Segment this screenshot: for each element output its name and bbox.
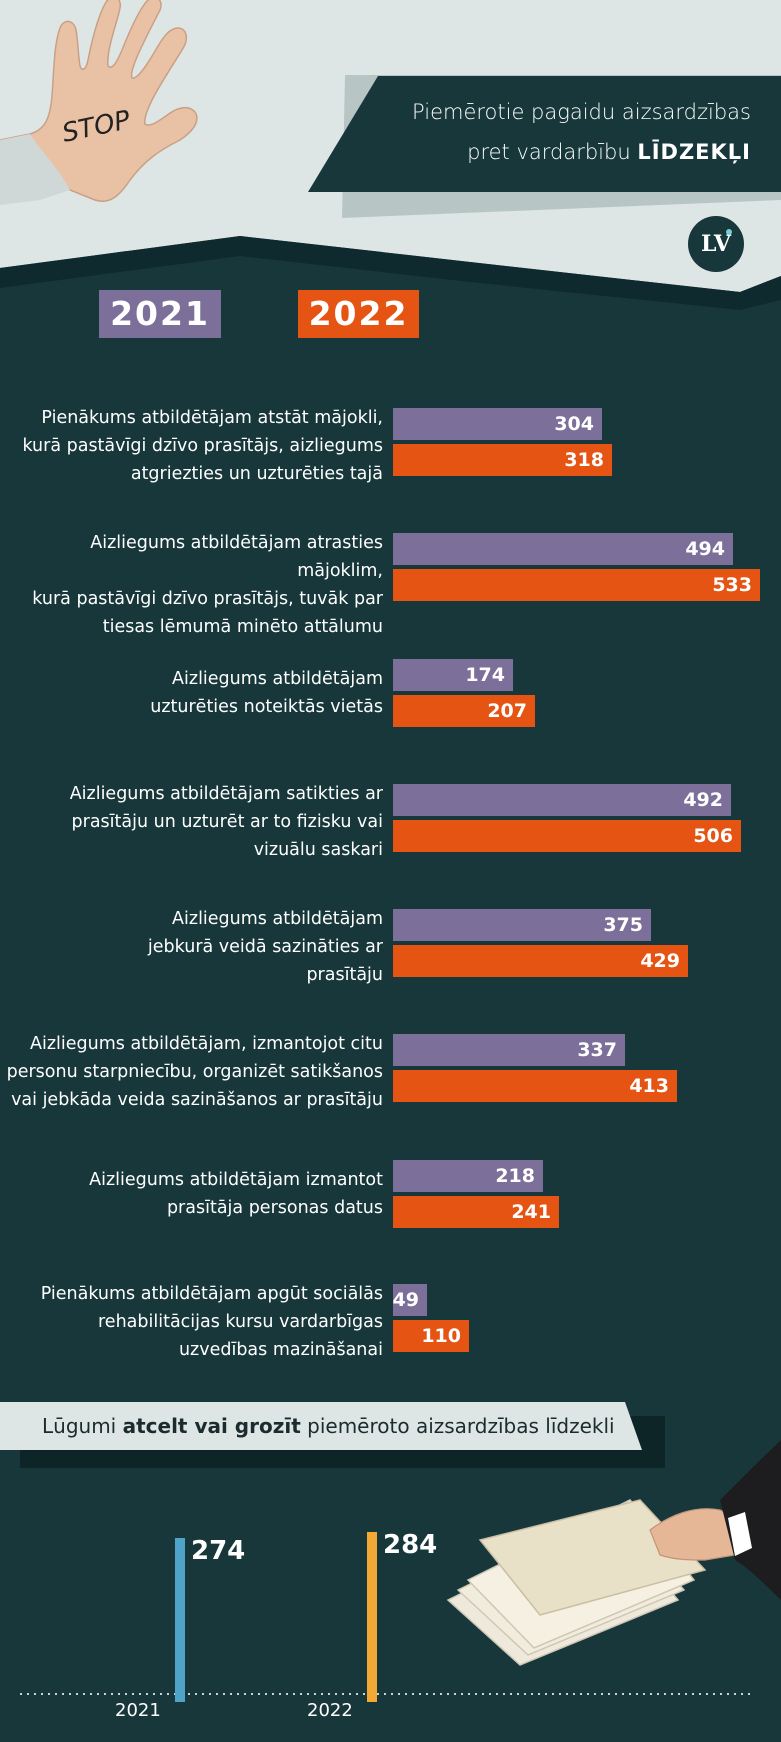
x-tick-label: 2022 bbox=[307, 1700, 353, 1721]
title-line-2-bold: LĪDZEKĻI bbox=[637, 140, 751, 164]
category-label-line: tiesas lēmumā minēto attālumu bbox=[102, 617, 383, 637]
bar-2021: 494 bbox=[393, 533, 733, 565]
category-label: Aizliegums atbildētājam jebkurā veidā saz… bbox=[3, 905, 383, 989]
bar-value-label: 304 bbox=[554, 413, 594, 435]
category-label-line: prasītāju un uzturēt ar to fizisku vai bbox=[71, 812, 383, 832]
category-label: Aizliegums atbildētājam, izmantojot citu… bbox=[3, 1030, 383, 1114]
logo-dot-icon bbox=[726, 229, 732, 235]
bar-value-label: 337 bbox=[577, 1039, 617, 1061]
bar-value-label: 494 bbox=[685, 538, 725, 560]
bar-value-label: 413 bbox=[629, 1075, 669, 1097]
category-label-line: vizuālu saskari bbox=[253, 840, 383, 860]
title-banner bbox=[308, 76, 781, 192]
bar-2021: 49 bbox=[393, 1284, 427, 1316]
category-label-line: Aizliegums atbildētājam atrasties mājokl… bbox=[90, 533, 383, 581]
bar-value-label: 110 bbox=[421, 1325, 461, 1347]
bar-value-label: 506 bbox=[693, 825, 733, 847]
bar-value-label: 241 bbox=[511, 1201, 551, 1223]
category-label: Pienākums atbildētājam atstāt mājokli, ku… bbox=[3, 404, 383, 488]
header-shadow-stripe bbox=[0, 236, 781, 310]
lv-logo: LV bbox=[688, 216, 744, 272]
bar-2021: 174 bbox=[393, 659, 513, 691]
bar-2022: 413 bbox=[393, 1070, 677, 1102]
stop-hand-image bbox=[0, 0, 198, 205]
bar-value-label: 375 bbox=[603, 914, 643, 936]
category-label-line: uzvedības mazināšanai bbox=[178, 1340, 383, 1360]
category-label-line: vai jebkāda veida sazināšanos ar prasītā… bbox=[11, 1090, 383, 1110]
category-label: Aizliegums atbildētājam izmantot prasītāj… bbox=[3, 1166, 383, 1222]
category-label-line: Aizliegums atbildētājam, izmantojot citu bbox=[30, 1034, 383, 1054]
bar-value-label: 218 bbox=[495, 1165, 535, 1187]
bar-value-label: 174 bbox=[465, 664, 505, 686]
lv-logo-text: LV bbox=[701, 231, 731, 257]
bar-2022: 506 bbox=[393, 820, 741, 852]
sec2-banner bbox=[0, 1402, 642, 1450]
category-label-line: kurā pastāvīgi dzīvo prasītājs, aizliegu… bbox=[22, 436, 383, 456]
bar-2021: 337 bbox=[393, 1034, 625, 1066]
bar-2021: 375 bbox=[393, 909, 651, 941]
x-tick-label: 2021 bbox=[115, 1700, 161, 1721]
bar-value-label: 492 bbox=[683, 789, 723, 811]
category-label-line: Pienākums atbildētājam atstāt mājokli, bbox=[41, 408, 383, 428]
bar-2022: 207 bbox=[393, 695, 535, 727]
bar-2021: 218 bbox=[393, 1160, 543, 1192]
category-label-line: uzturēties noteiktās vietās bbox=[150, 697, 383, 717]
legend-2021: 2021 bbox=[99, 290, 221, 338]
bar-2022: 429 bbox=[393, 945, 688, 977]
bar-2022: 533 bbox=[393, 569, 760, 601]
bar-value-label: 207 bbox=[487, 700, 527, 722]
title-line-2-normal: pret vardarbību bbox=[467, 140, 631, 164]
category-label-line: Pienākums atbildētājam apgūt sociālās bbox=[40, 1284, 383, 1304]
sec2-title-part1: Lūgumi bbox=[42, 1414, 123, 1438]
bar-value-label: 533 bbox=[712, 574, 752, 596]
category-label-line: personu starpniecību, organizēt satikšan… bbox=[6, 1062, 383, 1082]
category-label-line: prasītāja personas datus bbox=[166, 1198, 383, 1218]
category-label: Pienākums atbildētājam apgūt sociālās reh… bbox=[3, 1280, 383, 1364]
title-line-1: Piemērotie pagaidu aizsardzības bbox=[412, 100, 751, 124]
category-label: Aizliegums atbildētājam uzturēties noteik… bbox=[3, 665, 383, 721]
category-label-line: Aizliegums atbildētājam izmantot bbox=[89, 1170, 383, 1190]
sec2-title-bold: atcelt vai grozīt bbox=[122, 1414, 301, 1438]
title-line-2: pret vardarbību LĪDZEKĻI bbox=[412, 132, 751, 172]
page-title: Piemērotie pagaidu aizsardzības pret var… bbox=[412, 92, 751, 172]
category-label-line: jebkurā veidā sazināties ar bbox=[147, 937, 383, 957]
category-label-line: kurā pastāvīgi dzīvo prasītājs, tuvāk pa… bbox=[32, 589, 383, 609]
requests-bar-2022 bbox=[367, 1532, 377, 1702]
bar-2022: 110 bbox=[393, 1320, 469, 1352]
category-label-line: Aizliegums atbildētājam satikties ar bbox=[69, 784, 383, 804]
requests-bar-value: 284 bbox=[383, 1530, 438, 1560]
requests-bar-value: 274 bbox=[191, 1536, 246, 1566]
category-label-line: rehabilitācijas kursu vardarbīgas bbox=[98, 1312, 383, 1332]
bar-value-label: 49 bbox=[392, 1289, 419, 1311]
legend-2022: 2022 bbox=[298, 290, 419, 338]
sec2-title: Lūgumi atcelt vai grozīt piemēroto aizsa… bbox=[0, 1402, 640, 1450]
bar-2022: 318 bbox=[393, 444, 612, 476]
category-label: Aizliegums atbildētājam satikties ar pras… bbox=[3, 780, 383, 864]
category-label-line: atgriezties un uzturēties tajā bbox=[130, 464, 383, 484]
bar-2022: 241 bbox=[393, 1196, 559, 1228]
requests-bar-2021 bbox=[175, 1538, 185, 1702]
bar-value-label: 318 bbox=[564, 449, 604, 471]
bar-2021: 492 bbox=[393, 784, 731, 816]
category-label-line: prasītāju bbox=[306, 965, 383, 985]
sec2-title-part2: piemēroto aizsardzības līdzekli bbox=[300, 1414, 615, 1438]
category-label-line: Aizliegums atbildētājam bbox=[172, 909, 383, 929]
category-label-line: Aizliegums atbildētājam bbox=[172, 669, 383, 689]
bar-value-label: 429 bbox=[640, 950, 680, 972]
category-label: Aizliegums atbildētājam atrasties mājokl… bbox=[3, 529, 383, 641]
folders-hand-image bbox=[446, 1440, 781, 1666]
bar-2021: 304 bbox=[393, 408, 602, 440]
